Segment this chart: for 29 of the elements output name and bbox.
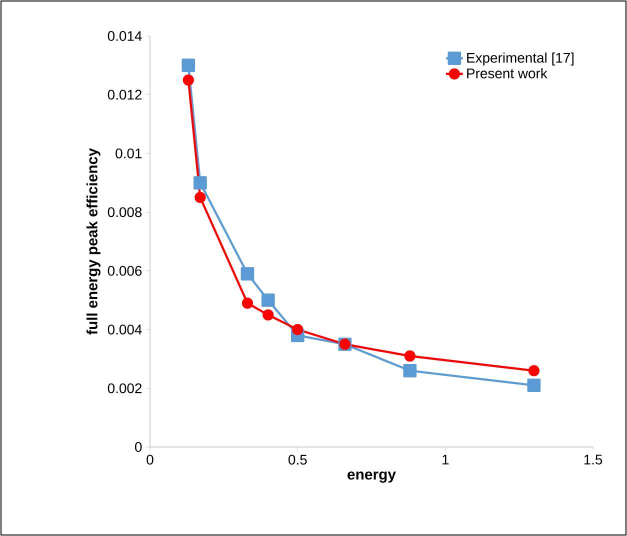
point xyxy=(194,176,207,190)
y-axis-title: full energy peak efficiency xyxy=(86,148,100,335)
point xyxy=(527,378,541,392)
point xyxy=(194,192,206,204)
y-tick-label: 0.004 xyxy=(108,324,142,335)
point xyxy=(182,74,194,86)
point xyxy=(403,364,417,378)
x-tick-label: 1 xyxy=(442,454,449,464)
y-tick-label: 0.002 xyxy=(108,383,142,394)
x-axis-title: energy xyxy=(348,471,396,483)
point xyxy=(528,365,540,376)
y-tick-label: 0.014 xyxy=(108,31,142,41)
point xyxy=(242,298,254,309)
point xyxy=(292,324,304,336)
x-tick-label: 0 xyxy=(146,454,154,465)
x-tick-label: 1.5 xyxy=(584,454,602,465)
point xyxy=(240,267,254,280)
y-tick-label: 0.01 xyxy=(116,148,142,158)
y-tick-label: 0.012 xyxy=(108,90,142,100)
y-tick-label: 0.006 xyxy=(108,266,142,276)
x-tick-label: 0.5 xyxy=(288,454,307,465)
point xyxy=(404,350,416,362)
legend-label: Experimental [17] xyxy=(467,52,574,66)
y-tick-label: 0 xyxy=(135,442,142,452)
point xyxy=(261,294,275,307)
point xyxy=(262,309,274,320)
point xyxy=(182,58,196,72)
y-tick-label: 0.008 xyxy=(108,207,142,218)
legend-label: Present work xyxy=(467,68,548,78)
